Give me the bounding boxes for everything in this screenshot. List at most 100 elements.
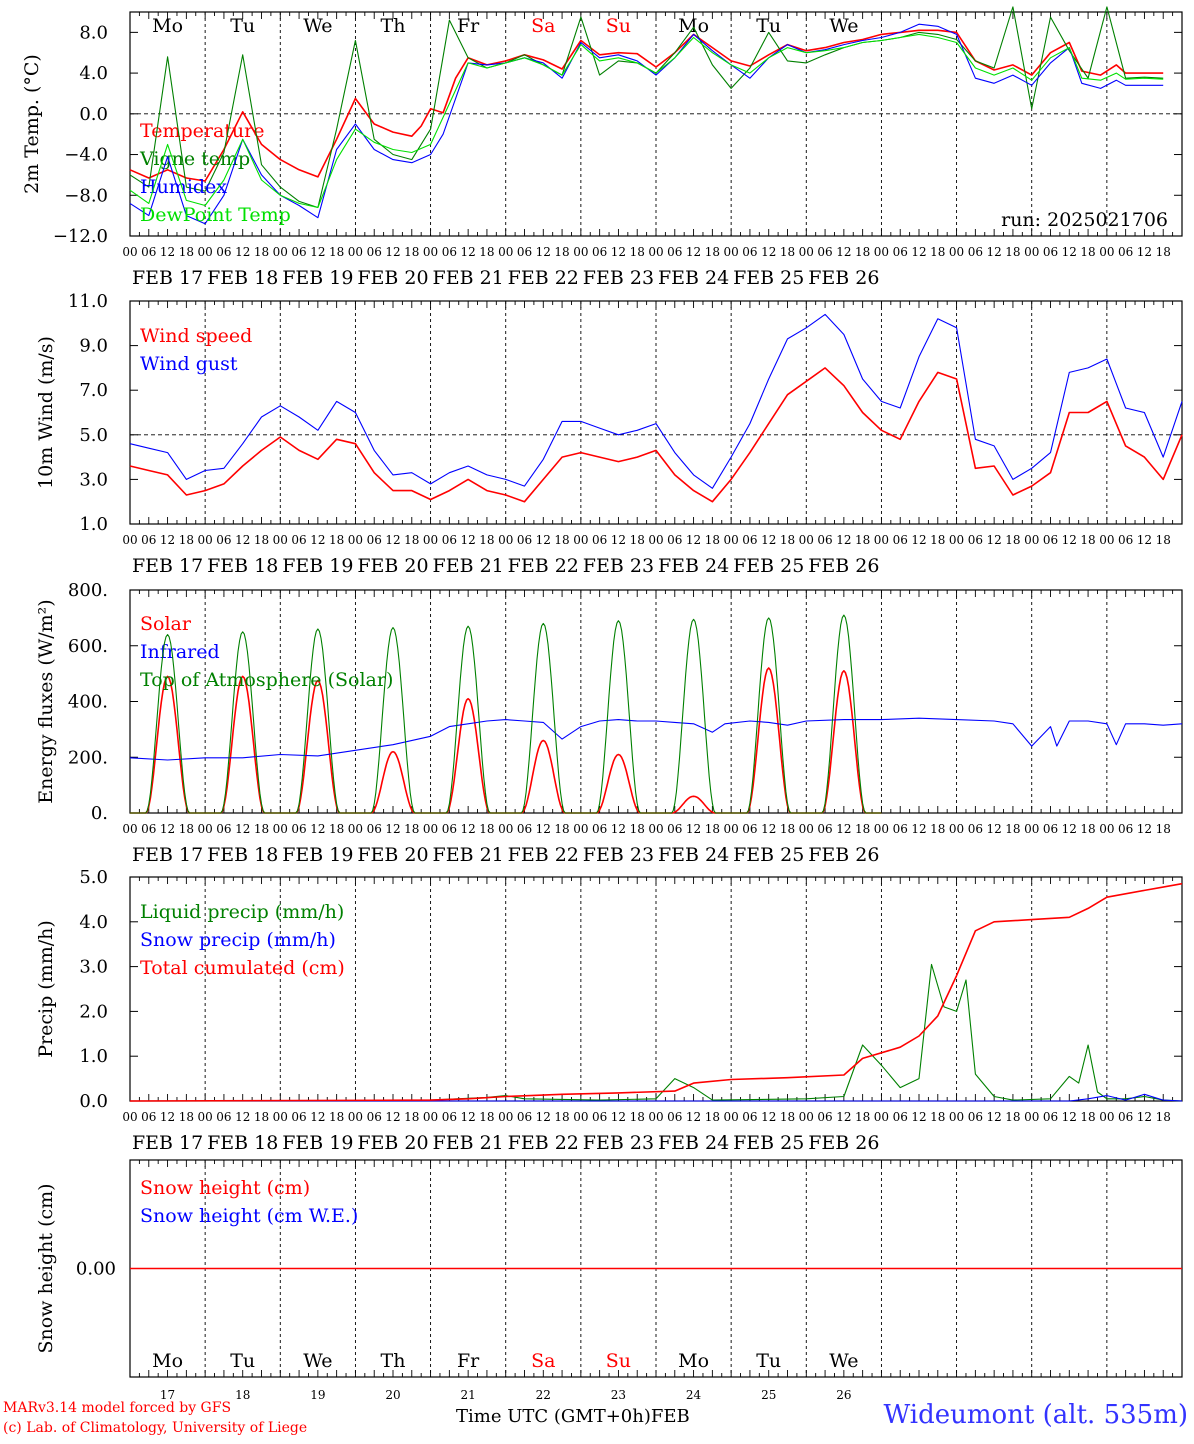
y-tick-label: 800. <box>68 580 108 601</box>
x-hour-tick-label: 00 <box>348 533 363 547</box>
x-hour-tick-label: 18 <box>780 1110 795 1124</box>
x-hour-tick-label: 00 <box>273 245 288 259</box>
x-hour-tick-label: 18 <box>1005 822 1020 836</box>
x-hour-tick-label: 06 <box>592 822 607 836</box>
x-hour-tick-label: 00 <box>949 245 964 259</box>
series-line-liquid-precip-mm-h- <box>130 963 1183 1102</box>
day-number-label: 18 <box>235 1388 250 1402</box>
legend-entry: Vigne temp <box>139 148 250 170</box>
x-hour-tick-label: 12 <box>160 822 175 836</box>
x-hour-tick-label: 00 <box>799 245 814 259</box>
x-date-label: FEB 18 <box>207 267 278 289</box>
x-hour-tick-label: 00 <box>122 533 137 547</box>
x-hour-tick-label: 12 <box>385 245 400 259</box>
x-hour-tick-label: 06 <box>667 533 682 547</box>
x-date-label: FEB 20 <box>357 267 428 289</box>
day-number-label: 19 <box>310 1388 325 1402</box>
x-hour-tick-label: 06 <box>291 533 306 547</box>
x-hour-tick-label: 12 <box>385 533 400 547</box>
x-date-label: FEB 20 <box>357 555 428 577</box>
x-hour-tick-label: 12 <box>836 533 851 547</box>
x-hour-tick-label: 18 <box>1156 1110 1171 1124</box>
legend-entry: Wind speed <box>140 325 252 347</box>
x-hour-tick-label: 00 <box>648 245 663 259</box>
x-hour-tick-label: 00 <box>498 1110 513 1124</box>
x-hour-tick-label: 12 <box>536 1110 551 1124</box>
x-hour-tick-label: 18 <box>254 533 269 547</box>
y-tick-label: 9.0 <box>79 336 108 357</box>
series-line-temperature <box>129 29 1164 182</box>
x-hour-tick-label: 12 <box>686 245 701 259</box>
x-hour-tick-label: 06 <box>517 822 532 836</box>
x-hour-tick-label: 06 <box>592 1110 607 1124</box>
x-hour-tick-label: 00 <box>423 245 438 259</box>
x-date-label: FEB 23 <box>583 1132 654 1154</box>
panel-5: 0.00 Snow height (cm) Mo Tu We Th Fr Sa Su Mo Tu We… <box>35 1159 1183 1402</box>
y-tick-label: 400. <box>68 692 108 713</box>
x-hour-tick-label: 06 <box>592 533 607 547</box>
x-hour-tick-label: 06 <box>667 822 682 836</box>
panel-1: −12.0−8.0−4.00.04.08.02m Temp. (°C)00 06 1… <box>21 6 1183 289</box>
y-tick-label: 1.0 <box>79 514 108 535</box>
day-name-label: We <box>829 15 858 37</box>
x-date-label: FEB 19 <box>282 555 353 577</box>
x-hour-tick-label: 12 <box>987 822 1002 836</box>
x-hour-tick-label: 00 <box>573 1110 588 1124</box>
x-date-label: FEB 25 <box>733 555 804 577</box>
x-hour-tick-label: 18 <box>179 822 194 836</box>
x-hour-tick-label: 00 <box>498 533 513 547</box>
x-hour-tick-label: 06 <box>742 533 757 547</box>
x-hour-tick-label: 06 <box>1043 245 1058 259</box>
x-date-label: FEB 25 <box>733 1132 804 1154</box>
x-hour-tick-label: 18 <box>630 822 645 836</box>
x-hour-tick-label: 12 <box>536 245 551 259</box>
x-hour-tick-label: 06 <box>1118 533 1133 547</box>
x-hour-tick-label: 00 <box>498 822 513 836</box>
day-name-label: Sa <box>531 15 555 37</box>
y-tick-label: 4.0 <box>79 912 108 933</box>
x-date-label: FEB 22 <box>508 555 579 577</box>
x-hour-tick-label: 18 <box>404 245 419 259</box>
x-hour-tick-label: 06 <box>742 822 757 836</box>
x-hour-tick-label: 00 <box>198 533 213 547</box>
x-hour-tick-label: 00 <box>348 245 363 259</box>
x-hour-tick-label: 12 <box>235 533 250 547</box>
x-hour-tick-label: 06 <box>141 822 156 836</box>
legend-entry: Snow precip (mm/h) <box>140 929 336 951</box>
x-hour-tick-label: 00 <box>874 533 889 547</box>
x-hour-tick-label: 12 <box>310 1110 325 1124</box>
time-axis-title: Time UTC (GMT+0h) <box>456 1406 651 1427</box>
legend-entry: Snow height (cm W.E.) <box>140 1205 358 1227</box>
series-line-wind-speed <box>129 367 1183 503</box>
x-hour-tick-label: 00 <box>423 1110 438 1124</box>
x-hour-tick-label: 18 <box>179 1110 194 1124</box>
day-number-label: 17 <box>160 1388 175 1402</box>
x-hour-tick-label: 12 <box>911 533 926 547</box>
time-axis-label: Time UTC (GMT+0h)FEB <box>456 1406 690 1427</box>
x-hour-tick-label: 06 <box>291 822 306 836</box>
x-hour-tick-label: 12 <box>611 245 626 259</box>
x-date-label: FEB 25 <box>733 267 804 289</box>
x-hour-tick-label: 00 <box>724 1110 739 1124</box>
day-name-label: Mo <box>152 15 183 37</box>
x-hour-tick-label: 06 <box>968 1110 983 1124</box>
x-hour-tick-label: 18 <box>630 533 645 547</box>
x-hour-tick-label: 18 <box>479 1110 494 1124</box>
series-line-dewpoint-temp <box>129 33 1164 209</box>
x-hour-tick-label: 00 <box>122 1110 137 1124</box>
x-hour-tick-label: 18 <box>780 533 795 547</box>
x-hour-tick-label: 18 <box>855 533 870 547</box>
x-hour-tick-label: 00 <box>648 822 663 836</box>
x-date-label: FEB 21 <box>433 267 504 289</box>
x-hour-tick-label: 12 <box>235 1110 250 1124</box>
x-hour-tick-label: 06 <box>817 1110 832 1124</box>
x-hour-tick-label: 00 <box>198 245 213 259</box>
x-hour-tick-label: 06 <box>517 533 532 547</box>
x-hour-tick-label: 18 <box>554 1110 569 1124</box>
x-hour-tick-label: 18 <box>930 533 945 547</box>
x-hour-tick-label: 12 <box>536 822 551 836</box>
x-date-label: FEB 17 <box>132 555 203 577</box>
y-axis-label: Snow height (cm) <box>35 1183 57 1353</box>
x-date-label: FEB 19 <box>282 844 353 866</box>
x-hour-tick-label: 12 <box>1137 1110 1152 1124</box>
